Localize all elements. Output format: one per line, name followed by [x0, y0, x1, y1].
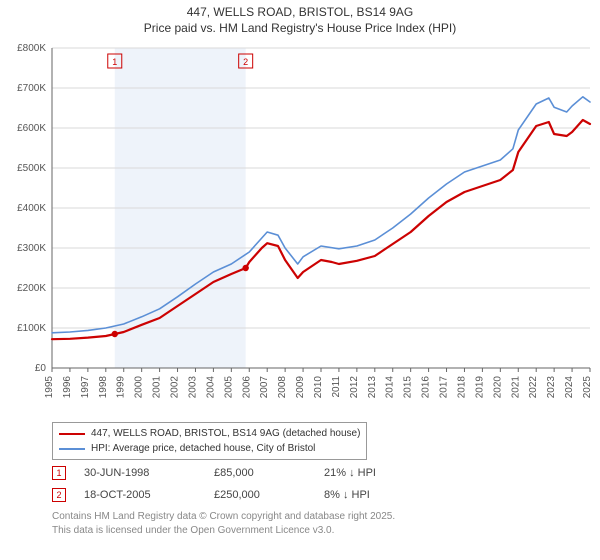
sales-list: 1 30-JUN-1998 £85,000 21% ↓ HPI 2 18-OCT…	[52, 462, 376, 506]
title-subtitle: Price paid vs. HM Land Registry's House …	[0, 20, 600, 36]
svg-text:2013: 2013	[367, 376, 378, 399]
svg-text:2009: 2009	[295, 376, 306, 399]
sale-hpi-delta: 8% ↓ HPI	[324, 489, 370, 501]
attribution-footer: Contains HM Land Registry data © Crown c…	[52, 510, 395, 537]
svg-text:£800K: £800K	[17, 43, 46, 54]
sale-row: 1 30-JUN-1998 £85,000 21% ↓ HPI	[52, 462, 376, 484]
legend-row: HPI: Average price, detached house, City…	[59, 442, 360, 457]
svg-text:2025: 2025	[582, 376, 593, 399]
legend-label: HPI: Average price, detached house, City…	[91, 442, 315, 457]
svg-text:2005: 2005	[223, 376, 234, 399]
svg-text:2010: 2010	[313, 376, 324, 399]
svg-text:2015: 2015	[403, 376, 414, 399]
sale-price: £250,000	[214, 489, 324, 501]
svg-text:2000: 2000	[134, 376, 145, 399]
sale-marker-badge: 2	[52, 488, 66, 502]
svg-text:2002: 2002	[170, 376, 181, 399]
sale-row: 2 18-OCT-2005 £250,000 8% ↓ HPI	[52, 484, 376, 506]
legend-label: 447, WELLS ROAD, BRISTOL, BS14 9AG (deta…	[91, 427, 360, 442]
sale-marker-badge: 1	[52, 466, 66, 480]
svg-text:£0: £0	[35, 363, 47, 374]
svg-text:2024: 2024	[564, 376, 575, 399]
chart-svg: £0 £100K £200K £300K £400K £500K £600K £700K £80…	[0, 40, 600, 420]
sale-hpi-delta: 21% ↓ HPI	[324, 467, 376, 479]
svg-text:2: 2	[243, 57, 248, 67]
sale-date: 30-JUN-1998	[84, 467, 214, 479]
svg-text:1996: 1996	[62, 376, 73, 399]
chart-area: £0 £100K £200K £300K £400K £500K £600K £700K £80…	[0, 40, 600, 420]
sale-price: £85,000	[214, 467, 324, 479]
legend-row: 447, WELLS ROAD, BRISTOL, BS14 9AG (deta…	[59, 427, 360, 442]
svg-text:2008: 2008	[277, 376, 288, 399]
svg-text:1995: 1995	[44, 376, 55, 399]
svg-text:2011: 2011	[331, 376, 342, 398]
legend-swatch	[59, 433, 85, 435]
sale-date: 18-OCT-2005	[84, 489, 214, 501]
svg-text:2001: 2001	[152, 376, 163, 399]
svg-text:2023: 2023	[546, 376, 557, 399]
svg-text:2014: 2014	[385, 376, 396, 399]
title-address: 447, WELLS ROAD, BRISTOL, BS14 9AG	[0, 4, 600, 20]
svg-text:2016: 2016	[421, 376, 432, 399]
svg-text:2004: 2004	[205, 376, 216, 399]
svg-text:£200K: £200K	[17, 283, 46, 294]
title-block: 447, WELLS ROAD, BRISTOL, BS14 9AG Price…	[0, 0, 600, 36]
svg-text:1997: 1997	[80, 376, 91, 399]
svg-text:2018: 2018	[456, 376, 467, 399]
svg-text:£500K: £500K	[17, 163, 46, 174]
svg-text:2012: 2012	[349, 376, 360, 399]
legend-swatch	[59, 448, 85, 450]
svg-text:2022: 2022	[528, 376, 539, 399]
svg-text:2006: 2006	[241, 376, 252, 399]
svg-text:£100K: £100K	[17, 323, 46, 334]
svg-text:£600K: £600K	[17, 123, 46, 134]
svg-text:£400K: £400K	[17, 203, 46, 214]
svg-text:2019: 2019	[474, 376, 485, 399]
svg-text:2017: 2017	[439, 376, 450, 399]
svg-text:1998: 1998	[98, 376, 109, 399]
svg-text:2003: 2003	[187, 376, 198, 399]
svg-text:£300K: £300K	[17, 243, 46, 254]
svg-text:£700K: £700K	[17, 83, 46, 94]
legend-box: 447, WELLS ROAD, BRISTOL, BS14 9AG (deta…	[52, 422, 367, 460]
svg-text:2007: 2007	[259, 376, 270, 399]
chart-container: 447, WELLS ROAD, BRISTOL, BS14 9AG Price…	[0, 0, 600, 560]
footer-line: Contains HM Land Registry data © Crown c…	[52, 510, 395, 524]
svg-text:2020: 2020	[492, 376, 503, 399]
svg-text:1: 1	[112, 57, 117, 67]
footer-line: This data is licensed under the Open Gov…	[52, 524, 395, 538]
svg-text:1999: 1999	[116, 376, 127, 399]
svg-text:2021: 2021	[510, 376, 521, 399]
